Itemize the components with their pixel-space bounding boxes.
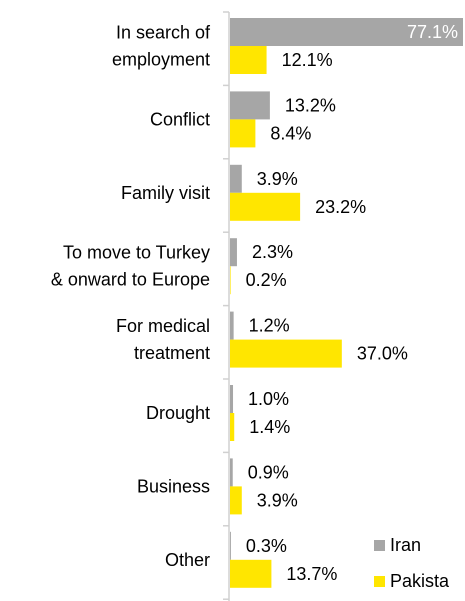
category-label: In search of employment [112, 23, 211, 70]
data-label: 0.2% [246, 270, 287, 290]
bar-pakista [230, 192, 301, 221]
bar-iran [230, 311, 234, 340]
bar-iran [230, 385, 234, 413]
category-label: Other [165, 550, 210, 570]
labels-layer: In search of employment 77.1% 12.1% Conflict… [51, 22, 458, 584]
bar-pakista [230, 339, 342, 368]
data-label: 13.7% [286, 564, 337, 584]
category-label: Business [137, 476, 210, 496]
data-label: 37.0% [357, 344, 408, 364]
data-label: 0.3% [246, 536, 287, 556]
bar-pakista [230, 266, 231, 295]
bar-pakista [230, 46, 267, 74]
category-label: For medical treatment [116, 316, 210, 363]
category-label: Conflict [150, 109, 210, 129]
legend-label: Pakista [390, 571, 450, 591]
data-label: 0.9% [248, 462, 289, 482]
legend-swatch [374, 576, 385, 587]
category-label: Drought [146, 403, 210, 423]
bar-iran [230, 531, 231, 560]
bar-iran [230, 458, 233, 487]
data-label: 8.4% [270, 123, 311, 143]
data-label: 23.2% [315, 197, 366, 217]
data-label: 12.1% [282, 50, 333, 70]
bar-pakista [230, 413, 235, 441]
category-label: Family visit [121, 183, 210, 203]
axis-layer [223, 11, 230, 601]
bar-pakista [230, 486, 242, 515]
bar-iran [230, 91, 270, 120]
legend: Iran Pakista [374, 535, 450, 591]
category-label: To move to Turkey & onward to Europe [51, 243, 210, 290]
data-label: 1.0% [248, 389, 289, 409]
data-label: 2.3% [252, 242, 293, 262]
bar-iran [230, 164, 242, 193]
bar-pakista [230, 559, 272, 588]
data-label: 1.2% [249, 316, 290, 336]
data-label: 3.9% [257, 169, 298, 189]
data-label: 13.2% [285, 95, 336, 115]
bar-iran [230, 18, 463, 46]
data-label: 77.1% [407, 22, 458, 42]
bar-iran [230, 238, 237, 267]
data-label: 3.9% [257, 490, 298, 510]
legend-label: Iran [390, 535, 421, 555]
legend-swatch [374, 540, 385, 551]
bar-pakista [230, 119, 256, 148]
bars-layer [230, 18, 463, 588]
data-label: 1.4% [249, 417, 290, 437]
